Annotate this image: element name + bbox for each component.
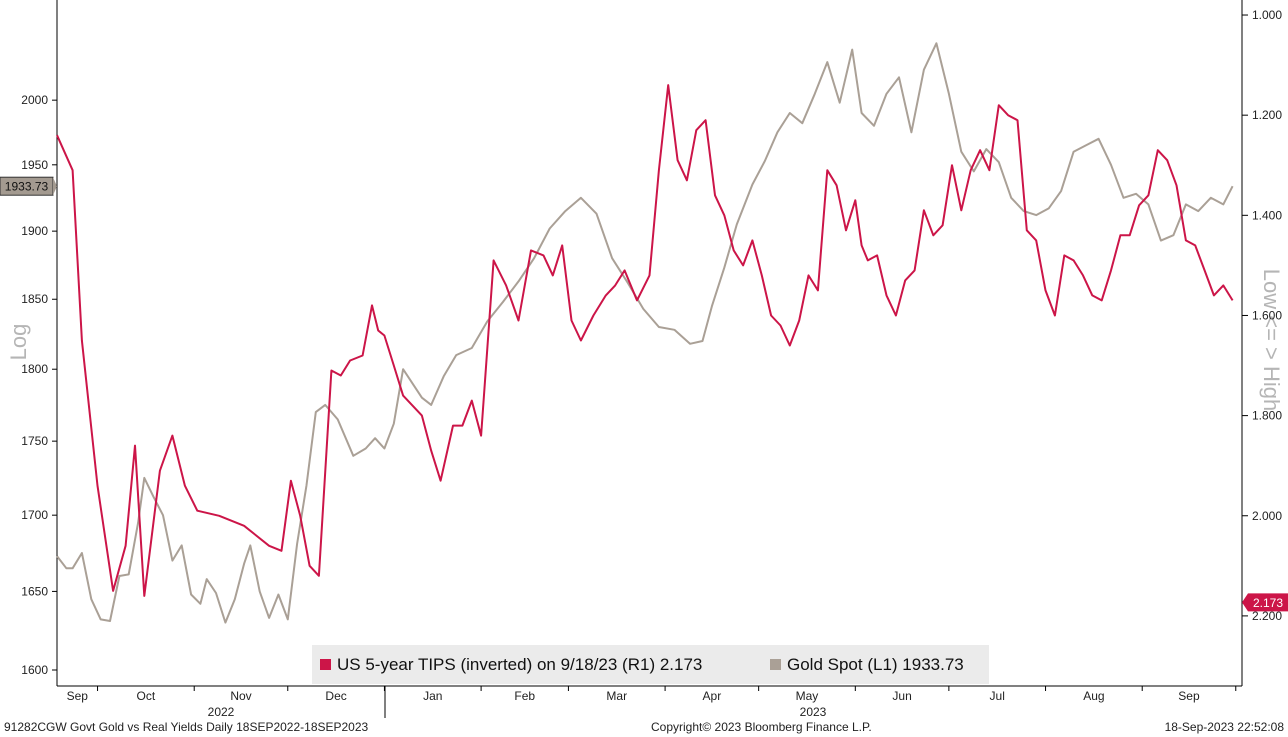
tips-series-line bbox=[56, 84, 1234, 597]
right-tick-label: 2.000 bbox=[1252, 509, 1282, 523]
left-tick-label: 1900 bbox=[21, 224, 48, 238]
last-value-callouts: 1933.73 2.173 bbox=[0, 176, 1288, 612]
left-tick-label: 1700 bbox=[21, 508, 48, 522]
x-month-label: Dec bbox=[325, 689, 346, 703]
x-month-label: Nov bbox=[230, 689, 251, 703]
right-tick-label: 1.800 bbox=[1252, 409, 1282, 423]
legend-label-tips: US 5-year TIPS (inverted) on 9/18/23 (R1… bbox=[337, 655, 702, 674]
x-month-label: Oct bbox=[137, 689, 156, 703]
left-axis-ticks: 1600 1650 1700 1750 1800 1850 1900 1950 2000 bbox=[21, 93, 57, 677]
x-month-label: Apr bbox=[703, 689, 722, 703]
x-month-label: Jan bbox=[423, 689, 442, 703]
x-month-label: Sep bbox=[1178, 689, 1200, 703]
x-month-label: Jul bbox=[990, 689, 1005, 703]
right-tick-label: 1.000 bbox=[1252, 8, 1282, 22]
x-axis-ticks: Sep Oct Nov Dec Jan Feb Mar Apr May Jun Jul Aug Sep 2… bbox=[67, 686, 1237, 719]
right-axis-ticks: 1.000 1.200 1.400 1.600 1.800 2.000 2.200 bbox=[1242, 8, 1282, 623]
legend-box bbox=[312, 645, 989, 684]
x-year-label: 2022 bbox=[208, 705, 235, 719]
footer-copyright: Copyright© 2023 Bloomberg Finance L.P. bbox=[651, 720, 872, 734]
right-tick-label: 1.600 bbox=[1252, 308, 1282, 322]
left-tick-label: 1850 bbox=[21, 292, 48, 306]
left-tick-label: 1800 bbox=[21, 362, 48, 376]
left-tick-label: 2000 bbox=[21, 93, 48, 107]
footer-timestamp: 18-Sep-2023 22:52:08 bbox=[1164, 720, 1284, 734]
right-tick-label: 1.200 bbox=[1252, 108, 1282, 122]
gold-last-value-pointer bbox=[53, 177, 57, 196]
legend: US 5-year TIPS (inverted) on 9/18/23 (R1… bbox=[312, 645, 989, 684]
x-month-label: Sep bbox=[67, 689, 89, 703]
legend-swatch-tips bbox=[320, 659, 331, 670]
x-year-label: 2023 bbox=[800, 705, 827, 719]
left-tick-label: 1600 bbox=[21, 663, 48, 677]
left-tick-label: 1650 bbox=[21, 584, 48, 598]
legend-label-gold: Gold Spot (L1) 1933.73 bbox=[787, 655, 964, 674]
series-layer bbox=[56, 42, 1234, 624]
tips-last-value-box bbox=[1248, 593, 1288, 612]
right-tick-label: 2.200 bbox=[1252, 609, 1282, 623]
x-month-label: Aug bbox=[1083, 689, 1104, 703]
tips-last-value-label: 2.173 bbox=[1253, 596, 1283, 610]
right-tick-label: 1.400 bbox=[1252, 208, 1282, 222]
chart-axes: Log Low <= > High bbox=[6, 0, 1284, 718]
x-month-label: Feb bbox=[514, 689, 535, 703]
gold-last-value-label: 1933.73 bbox=[5, 180, 49, 194]
footer-security-info: 91282CGW Govt Gold vs Real Yields Daily … bbox=[4, 720, 369, 734]
legend-swatch-gold bbox=[770, 659, 781, 670]
right-axis-title: Low <= > High bbox=[1259, 269, 1284, 411]
left-axis-title: Log bbox=[6, 324, 31, 361]
left-tick-label: 1950 bbox=[21, 158, 48, 172]
tips-last-value-pointer bbox=[1242, 593, 1248, 612]
x-month-label: Jun bbox=[892, 689, 911, 703]
x-month-label: May bbox=[796, 689, 819, 703]
left-tick-label: 1750 bbox=[21, 434, 48, 448]
x-month-label: Mar bbox=[606, 689, 627, 703]
